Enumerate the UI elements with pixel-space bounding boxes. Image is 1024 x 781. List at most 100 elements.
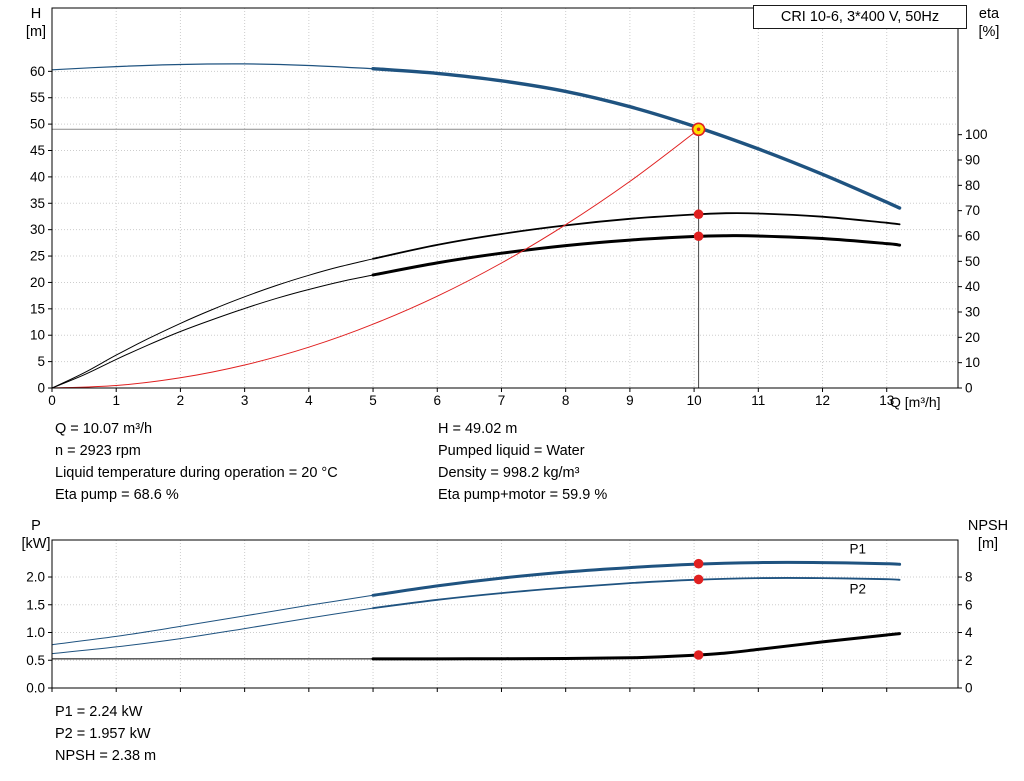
eta-pump-motor-point: [693, 231, 704, 242]
tick-label: 80: [965, 178, 980, 193]
tick-label: 35: [30, 196, 45, 211]
duty-point-center: [696, 127, 701, 132]
tick-label: 6: [434, 393, 442, 408]
tick-label: 20: [30, 275, 45, 290]
tick-label: 30: [965, 305, 980, 320]
tick-label: 55: [30, 90, 45, 105]
tick-label: 10: [965, 355, 980, 370]
curve-eta-pump: [372, 212, 901, 260]
curve-npsh: [371, 632, 902, 661]
tick-label: 40: [30, 169, 45, 184]
q-axis-label: Q [m³/h]: [890, 394, 941, 410]
curve-p1-thin: [51, 594, 374, 646]
npsh-axis-name: NPSH: [967, 518, 1009, 534]
tick-label: 25: [30, 249, 45, 264]
tick-label: 10: [687, 393, 702, 408]
curve-head-thin: [51, 63, 374, 71]
eta-axis-label: eta [%]: [969, 5, 1009, 41]
curve-p1: [371, 560, 902, 597]
npsh-axis-unit: [m]: [977, 536, 999, 552]
p-axis-label: P [kW]: [14, 517, 58, 553]
annotation-line: Density = 998.2 kg/m³: [438, 465, 580, 481]
series-label-P1: P1: [849, 541, 866, 556]
tick-label: 7: [498, 393, 506, 408]
annotation-line: Liquid temperature during operation = 20…: [55, 465, 338, 481]
tick-label: 2: [965, 653, 973, 668]
h-axis-name: H: [30, 6, 42, 22]
power-npsh-chart[interactable]: 0.0 0.5 1.0 1.5 2.0 0 2 4 6 8 P1 P2: [26, 539, 973, 696]
eta-pump-point: [693, 209, 704, 220]
curve-system-curve: [51, 127, 701, 389]
tick-label: 50: [965, 254, 980, 269]
h-axis-label: H [m]: [18, 5, 54, 41]
annotation-line: n = 2923 rpm: [55, 443, 141, 459]
series-label-P2: P2: [849, 581, 866, 596]
tick-label: 5: [37, 354, 45, 369]
tick-label: 0: [48, 393, 56, 408]
plot-frame: [51, 7, 959, 389]
tick-label: 50: [30, 117, 45, 132]
curve-p2-thin: [51, 607, 374, 655]
tick-label: 3: [241, 393, 249, 408]
tick-label: 1: [112, 393, 120, 408]
annotation-line: Pumped liquid = Water: [438, 443, 585, 459]
tick-label: 2: [177, 393, 185, 408]
annotation-line: Eta pump = 68.6 %: [55, 487, 179, 503]
power-annotations: P1 = 2.24 kW P2 = 1.957 kW NPSH = 2.38 m: [55, 701, 156, 767]
tick-label: 70: [965, 203, 980, 218]
tick-label: 100: [965, 127, 988, 142]
tick-label: 60: [965, 229, 980, 244]
duty-annotations-right: H = 49.02 m Pumped liquid = Water Densit…: [438, 418, 607, 506]
qh-chart[interactable]: 0 1 2 3 4 5 6 7 8 9 10 11 12 130510152025303540455055…: [30, 7, 988, 408]
npsh-axis-label: NPSH [m]: [962, 517, 1014, 553]
duty-annotations-left: Q = 10.07 m³/h n = 2923 rpm Liquid tempe…: [55, 418, 338, 506]
p-axis-name: P: [31, 518, 41, 534]
curve-eta-pump-motor: [371, 234, 902, 277]
tick-label: 8: [562, 393, 570, 408]
tick-label: 10: [30, 328, 45, 343]
tick-label: 30: [30, 222, 45, 237]
annotation-line: P1 = 2.24 kW: [55, 704, 143, 720]
curve-head: [371, 67, 902, 210]
tick-label: 6: [965, 597, 973, 612]
tick-label: 11: [751, 393, 765, 408]
tick-label: 4: [965, 625, 973, 640]
tick-label: 13: [879, 393, 894, 408]
p1-point: [693, 558, 704, 569]
tick-label: 5: [369, 393, 377, 408]
annotation-line: H = 49.02 m: [438, 421, 518, 437]
tick-label: 4: [305, 393, 313, 408]
plot-frame: [51, 539, 959, 689]
tick-label: 2.0: [26, 570, 45, 585]
annotation-line: P2 = 1.957 kW: [55, 726, 151, 742]
annotation-line: Eta pump+motor = 59.9 %: [438, 487, 608, 503]
tick-label: 90: [965, 153, 980, 168]
tick-label: 0.5: [26, 653, 45, 668]
tick-label: 0.0: [26, 681, 45, 696]
tick-label: 0: [965, 681, 973, 696]
tick-label: 40: [965, 279, 980, 294]
tick-label: 0: [965, 381, 973, 396]
curve-p2: [372, 577, 901, 609]
p2-point: [693, 574, 704, 585]
tick-label: 60: [30, 64, 45, 79]
tick-label: 45: [30, 143, 45, 158]
curve-eta-pump-motor-thin: [51, 274, 374, 389]
h-axis-unit: [m]: [25, 24, 47, 40]
tick-label: 0: [37, 381, 45, 396]
tick-label: 8: [965, 570, 973, 585]
tick-label: 1.0: [26, 625, 45, 640]
annotation-line: NPSH = 2.38 m: [55, 748, 157, 764]
curve-title-box: CRI 10-6, 3*400 V, 50Hz: [753, 5, 967, 29]
eta-axis-unit: [%]: [978, 24, 1000, 40]
tick-label: 20: [965, 330, 980, 345]
tick-label: 1.5: [26, 597, 45, 612]
tick-label: 9: [626, 393, 634, 408]
p-axis-unit: [kW]: [21, 536, 51, 552]
tick-label: 12: [815, 393, 830, 408]
eta-axis-name: eta: [978, 6, 1000, 22]
tick-label: 15: [30, 301, 45, 316]
annotation-line: Q = 10.07 m³/h: [55, 421, 153, 437]
